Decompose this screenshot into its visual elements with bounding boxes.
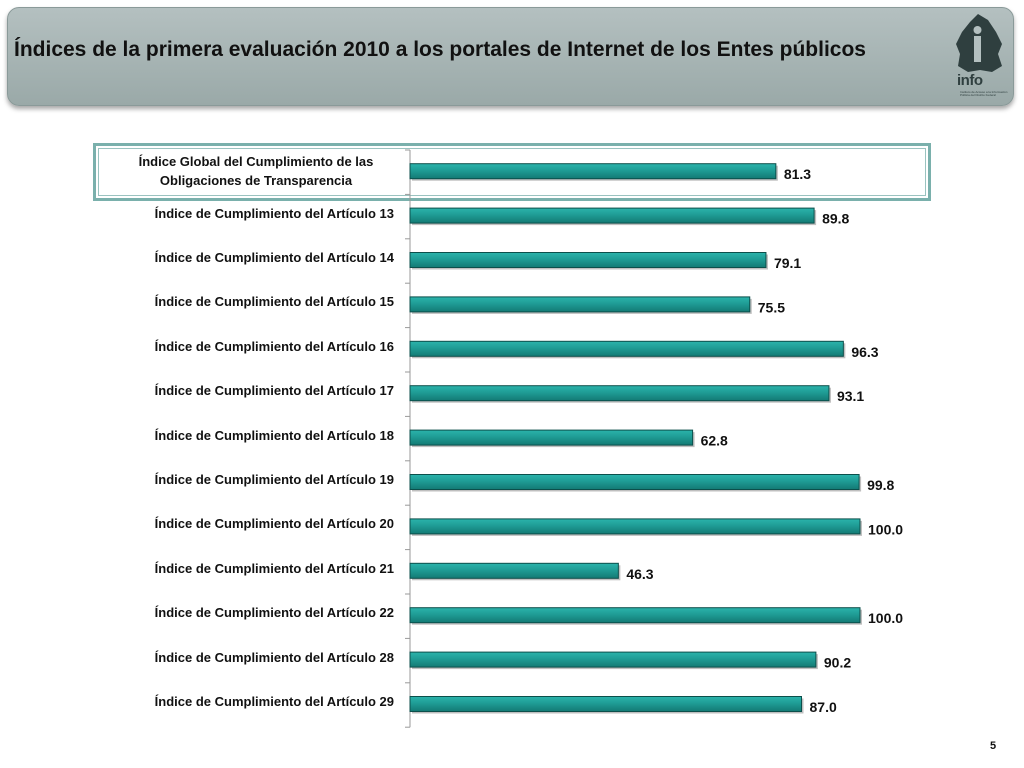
bar <box>409 252 767 268</box>
bar-value-label: 79.1 <box>774 255 801 271</box>
bar-value-label: 75.5 <box>758 299 785 315</box>
bar-value-label: 100.0 <box>868 610 903 626</box>
category-label: Índice de Cumplimiento del Artículo 22 <box>154 605 394 621</box>
bar <box>409 163 777 180</box>
bar <box>409 562 619 579</box>
highlight-frame-inner <box>98 148 926 196</box>
title-bar <box>7 7 1014 106</box>
bar <box>409 385 830 402</box>
bar-value-label: 99.8 <box>867 477 894 493</box>
bar <box>409 296 751 313</box>
bar-value-label: 89.8 <box>822 211 849 227</box>
bar-value-label: 87.0 <box>810 699 837 715</box>
bar-value-label: 81.3 <box>784 166 811 182</box>
page-number: 5 <box>990 740 997 752</box>
category-label: Índice de Cumplimiento del Artículo 16 <box>154 338 394 354</box>
bar <box>409 340 844 357</box>
bar <box>409 696 802 712</box>
bar-value-label: 90.2 <box>824 655 851 671</box>
category-label: Índice de Cumplimiento del Artículo 20 <box>154 516 394 532</box>
bar-value-label: 62.8 <box>701 433 728 449</box>
page-title: Índices de la primera evaluación 2010 a … <box>14 38 866 61</box>
category-label: Índice de Cumplimiento del Artículo 19 <box>154 472 394 487</box>
category-label: Índice Global del Cumplimiento de las Ob… <box>138 154 374 188</box>
bar <box>409 607 861 624</box>
bar-value-label: 93.1 <box>837 388 864 404</box>
category-label: Índice de Cumplimiento del Artículo 21 <box>154 560 394 576</box>
bar <box>409 429 694 446</box>
bar <box>409 651 817 668</box>
category-label: Índice de Cumplimiento del Artículo 14 <box>154 250 394 265</box>
bar-value-label: 96.3 <box>851 344 878 360</box>
logo-wordmark: info <box>957 72 983 89</box>
category-label: Índice de Cumplimiento del Artículo 29 <box>154 694 394 709</box>
bar-value-label: 46.3 <box>626 566 653 582</box>
category-label: Índice de Cumplimiento del Artículo 15 <box>154 294 394 310</box>
category-label: Índice de Cumplimiento del Artículo 13 <box>154 205 394 221</box>
bar-value-label: 100.0 <box>868 521 903 537</box>
category-label: Índice de Cumplimiento del Artículo 17 <box>154 383 394 399</box>
city-map-logo-icon <box>956 14 1002 72</box>
category-label: Índice de Cumplimiento del Artículo 18 <box>154 427 394 443</box>
bar <box>409 518 861 535</box>
bar <box>409 207 815 224</box>
category-label: Índice de Cumplimiento del Artículo 28 <box>154 649 394 665</box>
logo-subtitle: Instituto de Acceso a la Información Púb… <box>960 90 1008 97</box>
bar <box>409 474 860 490</box>
